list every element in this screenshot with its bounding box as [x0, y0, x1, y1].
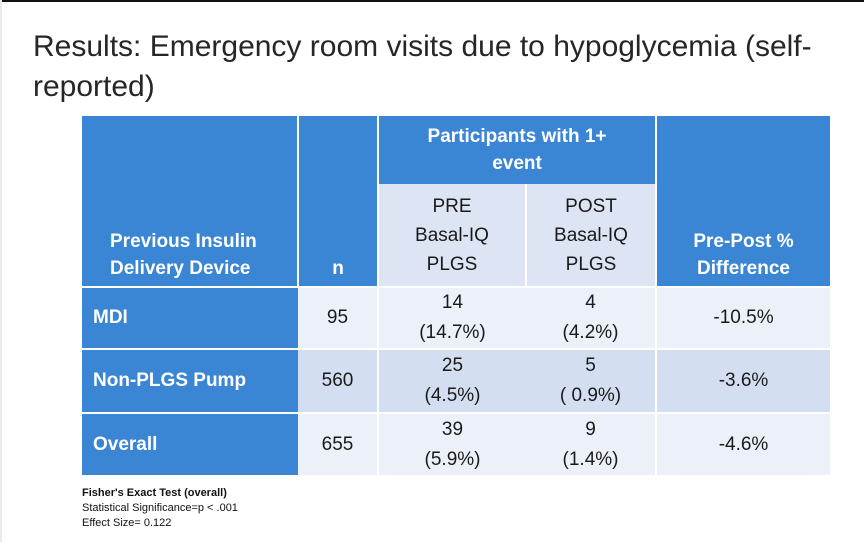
left-frame-edge: [0, 0, 2, 542]
pre-percent: (14.7%): [419, 322, 486, 343]
pre-count: 14: [441, 292, 464, 313]
cell-pre: 39 (5.9%): [378, 412, 526, 475]
post-count: 4: [585, 292, 596, 313]
post-count: 9: [585, 418, 596, 440]
cell-post: 5 ( 0.9%): [526, 348, 658, 413]
top-border-line: [0, 0, 864, 2]
pre-percent: (5.9%): [424, 448, 481, 470]
cell-post: 4 (4.2%): [526, 286, 658, 349]
header-device: Previous Insulin Delivery Device: [82, 116, 299, 287]
cell-pre: 25 (4.5%): [378, 348, 526, 413]
header-pre: PRE Basal-IQ PLGS: [377, 184, 526, 287]
slide-title: Results: Emergency room visits due to hy…: [33, 30, 812, 103]
table-row: MDI 95 14 (14.7%) 4 (4.2%) -10.5%: [82, 286, 831, 349]
pre-count: 25: [441, 355, 464, 376]
pre-percent: (4.5%): [424, 385, 481, 406]
cell-n: 95: [298, 286, 379, 349]
post-percent: ( 0.9%): [559, 385, 622, 406]
cell-diff: -4.6%: [656, 412, 831, 475]
cell-pre: 14 (14.7%): [378, 286, 526, 349]
cell-n: 560: [298, 348, 379, 413]
cell-n: 655: [298, 412, 379, 475]
cell-diff: -10.5%: [656, 286, 831, 349]
cell-post: 9 (1.4%): [526, 412, 658, 475]
footnote: Fisher's Exact Test (overall) Statistica…: [82, 486, 238, 531]
header-post: POST Basal-IQ PLGS: [524, 184, 657, 287]
row-label-overall: Overall: [82, 412, 298, 475]
table-row: Non-PLGS Pump 560 25 (4.5%) 5 ( 0.9%) -3…: [82, 348, 831, 413]
post-percent: (1.4%): [562, 448, 619, 470]
header-difference: Pre-Post % Difference: [655, 116, 831, 287]
post-percent: (4.2%): [562, 322, 619, 343]
pre-count: 39: [441, 418, 464, 440]
row-label-mdi: MDI: [82, 286, 298, 349]
footnote-title: Fisher's Exact Test (overall): [82, 487, 227, 499]
header-participants-group: Participants with 1+ event: [378, 116, 657, 184]
footnote-effect-size: Effect Size= 0.122: [82, 517, 172, 529]
post-count: 5: [585, 355, 596, 376]
header-n: n: [298, 116, 379, 287]
results-table: Previous Insulin Delivery Device n Parti…: [82, 116, 831, 475]
table-row: Overall 655 39 (5.9%) 9 (1.4%) -4.6%: [82, 412, 831, 475]
row-label-non-plgs-pump: Non-PLGS Pump: [82, 348, 298, 413]
cell-diff: -3.6%: [656, 348, 831, 413]
footnote-significance: Statistical Significance=p < .001: [82, 502, 238, 514]
